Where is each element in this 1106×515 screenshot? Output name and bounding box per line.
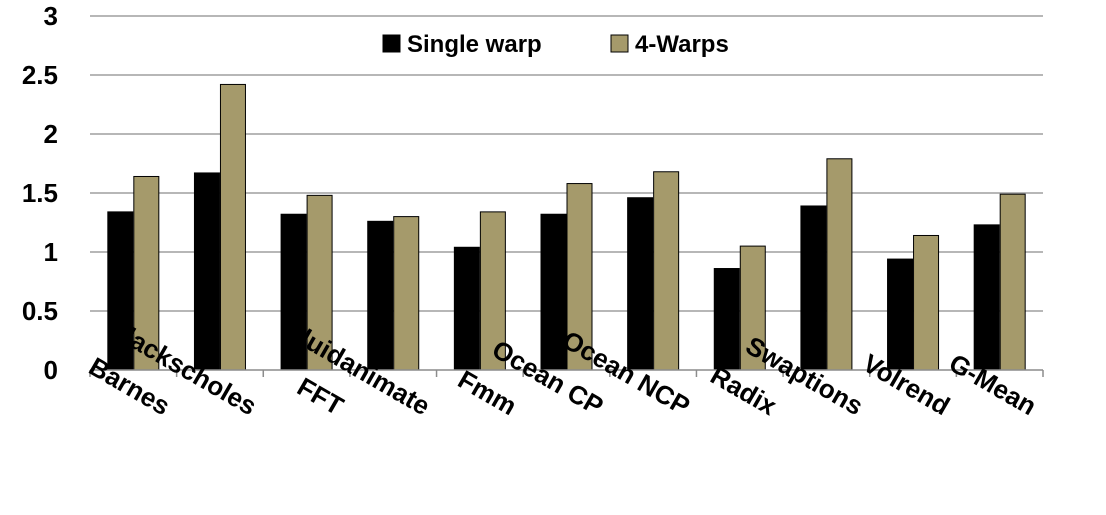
- bar-4-warps: [219, 83, 246, 371]
- legend-swatch-4-warps: [610, 34, 629, 53]
- bar-single-warp: [973, 224, 1000, 371]
- x-axis: [89, 369, 1044, 377]
- bar-4-warps: [306, 194, 333, 371]
- legend-label: 4-Warps: [635, 31, 729, 58]
- bar-4-warps: [566, 183, 593, 371]
- bar-4-warps: [739, 245, 766, 371]
- bar-single-warp: [887, 258, 914, 371]
- bar-4-warps: [479, 211, 506, 371]
- x-category-label: FFT: [292, 371, 348, 421]
- y-tick-label: 0.5: [22, 296, 58, 326]
- y-tick-label: 3: [44, 1, 58, 31]
- bar-single-warp: [627, 197, 654, 371]
- bar-4-warps: [393, 216, 420, 371]
- legend-label: Single warp: [407, 31, 542, 58]
- y-tick-label: 1: [44, 237, 58, 267]
- y-tick-label: 2.5: [22, 60, 58, 90]
- bar-single-warp: [713, 268, 740, 371]
- y-axis-ticks: 0 0.5 1 1.5 2 2.5 3: [22, 1, 58, 385]
- y-tick-label: 2: [44, 119, 58, 149]
- bar-4-warps: [913, 234, 940, 371]
- bar-4-warps: [653, 171, 680, 371]
- legend-swatch-single-warp: [382, 34, 401, 53]
- bar-4-warps: [133, 175, 160, 371]
- y-tick-label: 0: [44, 355, 58, 385]
- bar-single-warp: [280, 213, 307, 371]
- bar-single-warp: [540, 213, 567, 371]
- bar-single-warp: [453, 246, 480, 371]
- legend: Single warp 4-Warps: [382, 31, 729, 58]
- y-tick-label: 1.5: [22, 178, 58, 208]
- bar-single-warp: [193, 172, 220, 371]
- bar-single-warp: [367, 220, 394, 371]
- bar-4-warps: [999, 193, 1026, 371]
- bar-4-warps: [826, 158, 853, 371]
- bars: [107, 83, 1026, 371]
- bar-single-warp: [800, 205, 827, 371]
